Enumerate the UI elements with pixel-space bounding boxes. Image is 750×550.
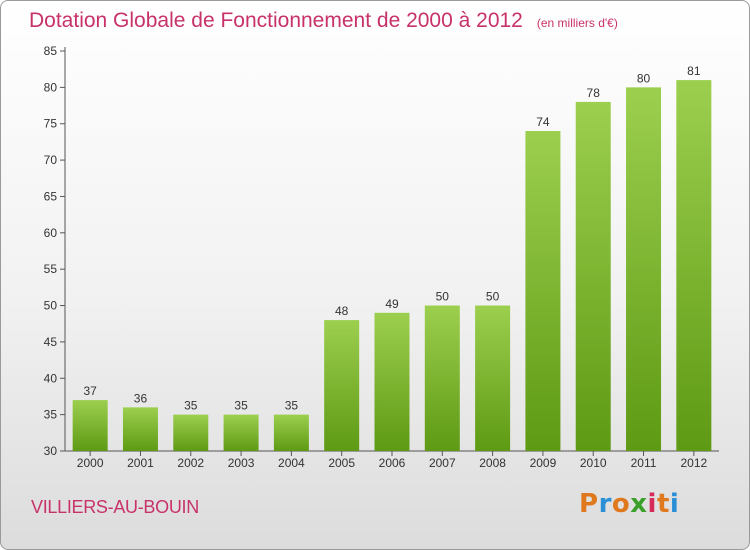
x-tick-label: 2006 <box>379 456 406 470</box>
x-tick-label: 2002 <box>177 456 204 470</box>
data-label: 78 <box>587 86 601 100</box>
bar <box>525 131 561 451</box>
bar <box>273 414 309 451</box>
y-tick-label: 50 <box>44 299 58 313</box>
data-label: 50 <box>486 290 500 304</box>
x-tick-label: 2005 <box>328 456 355 470</box>
x-tick-label: 2001 <box>127 456 154 470</box>
title-text: Dotation Globale de Fonctionnement de 20… <box>29 9 523 32</box>
y-tick-label: 85 <box>44 44 58 58</box>
proxiti-logo: Proxiti <box>579 489 679 519</box>
data-label: 35 <box>184 399 198 413</box>
data-label: 74 <box>536 115 550 129</box>
bar <box>122 407 158 451</box>
bar <box>475 305 511 451</box>
data-label: 50 <box>436 290 450 304</box>
data-label: 81 <box>687 64 701 78</box>
logo-letter: x <box>630 489 648 519</box>
data-label: 80 <box>637 71 651 85</box>
bar <box>676 80 712 451</box>
logo-letter: i <box>669 489 680 519</box>
y-tick-label: 75 <box>44 117 58 131</box>
bar <box>374 312 410 451</box>
x-tick-label: 2004 <box>278 456 305 470</box>
x-tick-label: 2011 <box>631 456 657 470</box>
data-label: 36 <box>134 391 148 405</box>
y-tick-label: 40 <box>44 371 58 385</box>
x-tick-label: 2008 <box>479 456 506 470</box>
logo-letter: r <box>598 489 612 519</box>
data-label: 49 <box>385 297 399 311</box>
y-tick-label: 45 <box>44 335 58 349</box>
chart-title: Dotation Globale de Fonctionnement de 20… <box>29 9 618 33</box>
x-tick-label: 2000 <box>77 456 104 470</box>
y-tick-label: 60 <box>44 226 58 240</box>
bar <box>626 87 662 451</box>
bar <box>223 414 259 451</box>
bar <box>324 320 360 451</box>
logo-letter: i <box>647 489 657 519</box>
data-label: 37 <box>83 384 97 398</box>
x-tick-label: 2012 <box>680 456 707 470</box>
bar <box>424 305 460 451</box>
bar <box>173 414 209 451</box>
bar <box>72 400 108 451</box>
data-label: 48 <box>335 304 349 318</box>
commune-name: VILLIERS-AU-BOUIN <box>31 497 199 517</box>
y-tick-label: 70 <box>44 153 58 167</box>
y-tick-label: 30 <box>44 444 58 458</box>
data-label: 35 <box>285 399 299 413</box>
logo-letter: t <box>656 489 670 519</box>
y-tick-label: 35 <box>44 408 58 422</box>
y-tick-label: 80 <box>44 80 58 94</box>
x-tick-label: 2010 <box>580 456 607 470</box>
data-label: 35 <box>234 399 248 413</box>
logo-letter: o <box>611 489 631 519</box>
x-tick-label: 2009 <box>530 456 557 470</box>
x-tick-label: 2007 <box>429 456 456 470</box>
x-tick-label: 2003 <box>228 456 255 470</box>
y-tick-label: 65 <box>44 189 58 203</box>
chart-subtitle: (en milliers d'€) <box>536 16 618 30</box>
logo-letter: P <box>579 489 599 519</box>
bar <box>575 101 611 451</box>
y-tick-label: 55 <box>44 262 58 276</box>
